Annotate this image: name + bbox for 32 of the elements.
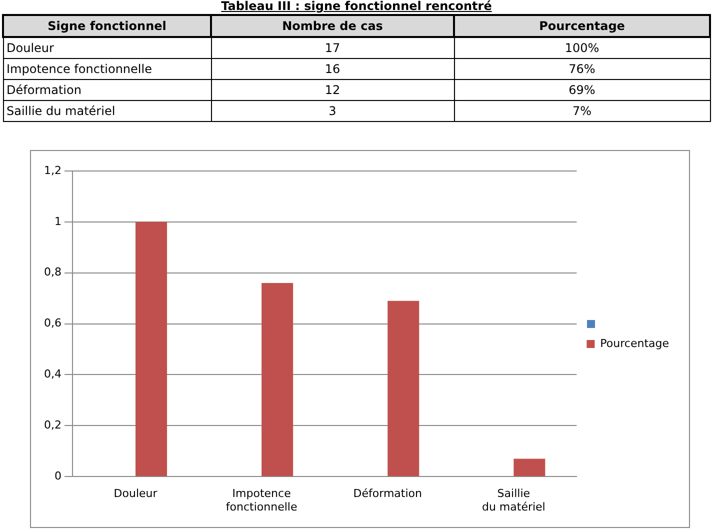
text: 69% [454,80,710,100]
text: Saillie du matériel [3,100,211,122]
y-tick-label: 1 [54,214,62,228]
bar [388,300,420,476]
y-tick-label: 0,8 [44,266,62,279]
x-tick-label: Déformation [353,487,422,500]
text: Pourcentage [454,15,710,37]
bar [136,222,168,476]
y-tick-label: 0,4 [44,368,62,381]
text: 100% [454,37,710,58]
bar [514,458,546,476]
text: 7% [454,100,710,122]
y-tick-label: 0 [54,469,62,482]
x-tick-label: Douleur [114,487,158,500]
text: 16 [211,58,454,80]
text: Impotence fonctionnelle [3,58,211,80]
bar [262,283,294,476]
x-tick-label: Impotence fonctionnelle [226,487,298,514]
legend-label: Pourcentage [600,336,670,350]
text: 76% [454,58,710,80]
text: 17 [211,37,454,58]
y-tick-label: 0,2 [44,418,62,432]
text: Douleur [3,37,211,58]
text: 3 [211,100,454,122]
text: Déformation [3,80,211,100]
text: 12 [211,80,454,100]
text: Signe fonctionnel [3,15,211,37]
text: Tableau III : signe fonctionnel rencontré [220,0,493,14]
x-tick-label: Saillie du matériel [482,487,546,514]
y-tick-label: 1,2 [44,164,62,177]
text: Nombre de cas [211,15,454,37]
y-tick-label: 0,6 [44,316,62,330]
